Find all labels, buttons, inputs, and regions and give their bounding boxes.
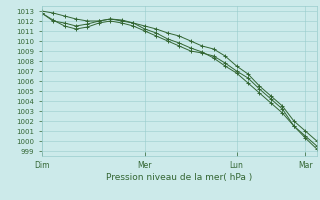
X-axis label: Pression niveau de la mer( hPa ): Pression niveau de la mer( hPa ) — [106, 173, 252, 182]
